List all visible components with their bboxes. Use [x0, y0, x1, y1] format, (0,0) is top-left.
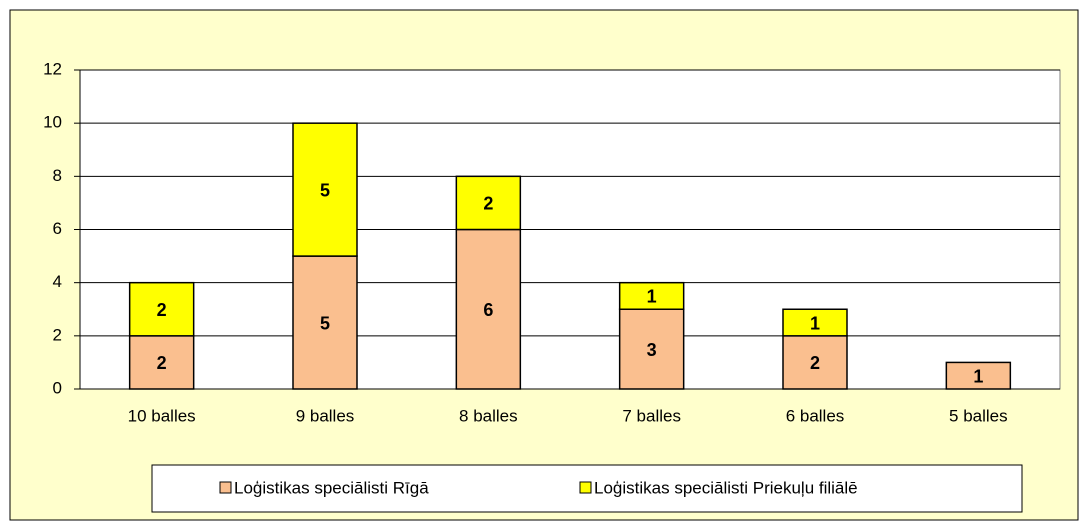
legend-swatch	[219, 481, 232, 494]
legend-label: Loģistikas speciālisti Priekuļu filiālē	[594, 478, 858, 497]
data-label: 1	[647, 287, 657, 307]
bar-segment	[128, 281, 195, 337]
bar-segment	[945, 361, 1012, 390]
bar-segment	[128, 335, 195, 390]
bar-segment	[782, 308, 848, 337]
bar-segment	[618, 281, 685, 310]
data-label: 6	[483, 300, 493, 320]
y-tick-label: 4	[53, 272, 62, 291]
y-tick-label: 6	[53, 219, 62, 238]
bar-segment	[782, 335, 848, 390]
legend-swatch	[579, 481, 592, 494]
bar-segment	[618, 308, 685, 390]
x-tick-label: 8 balles	[459, 406, 518, 425]
x-tick-label: 9 balles	[296, 406, 355, 425]
y-tick-label: 0	[53, 378, 62, 397]
data-label: 2	[157, 300, 167, 320]
data-label: 5	[320, 313, 330, 333]
data-label: 3	[647, 340, 657, 360]
data-label: 1	[973, 366, 983, 386]
y-tick-label: 10	[43, 113, 62, 132]
y-tick-label: 2	[53, 325, 62, 344]
y-tick-label: 8	[53, 166, 62, 185]
bar-segment	[455, 175, 522, 231]
data-label: 5	[320, 180, 330, 200]
data-label: 2	[483, 194, 493, 214]
x-tick-label: 5 balles	[949, 406, 1008, 425]
bar-segment	[292, 122, 358, 257]
data-label: 2	[810, 353, 820, 373]
x-tick-label: 10 balles	[128, 406, 196, 425]
y-tick-label: 12	[43, 59, 62, 78]
data-label: 1	[810, 313, 820, 333]
x-tick-label: 7 balles	[622, 406, 681, 425]
bar-segment	[455, 228, 522, 390]
data-label: 2	[157, 353, 167, 373]
x-tick-label: 6 balles	[786, 406, 845, 425]
legend-label: Loģistikas speciālisti Rīgā	[234, 478, 429, 497]
